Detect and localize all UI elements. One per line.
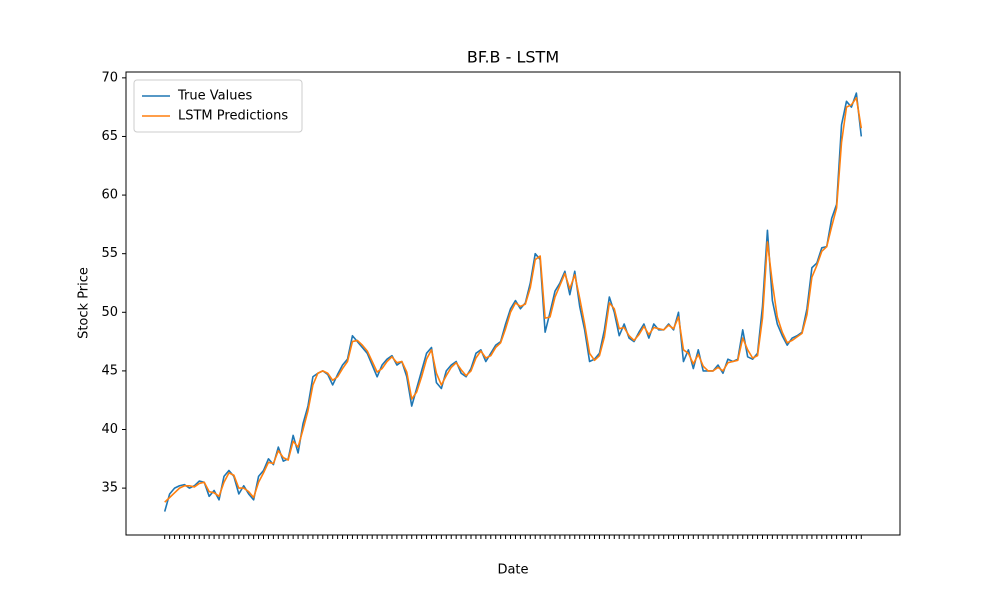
y-tick-label: 60 bbox=[101, 188, 118, 203]
legend-label: LSTM Predictions bbox=[178, 109, 288, 124]
x-axis-label: Date bbox=[497, 563, 528, 578]
y-tick-label: 55 bbox=[101, 246, 118, 261]
legend-box bbox=[133, 79, 303, 133]
legend: True Values LSTM Predictions bbox=[133, 79, 303, 133]
line-series bbox=[164, 96, 863, 503]
y-tick-label: 65 bbox=[101, 129, 118, 144]
plot-frame bbox=[125, 71, 901, 536]
y-tick-label: 70 bbox=[101, 70, 118, 85]
y-tick-label: 35 bbox=[101, 481, 118, 496]
y-tick-label: 45 bbox=[101, 363, 118, 378]
chart-title: BF.B - LSTM bbox=[467, 48, 559, 67]
y-axis-label: Stock Price bbox=[77, 267, 92, 339]
y-tick-label: 40 bbox=[101, 422, 118, 437]
legend-label: True Values bbox=[177, 89, 252, 104]
y-tick-label: 50 bbox=[101, 305, 118, 320]
